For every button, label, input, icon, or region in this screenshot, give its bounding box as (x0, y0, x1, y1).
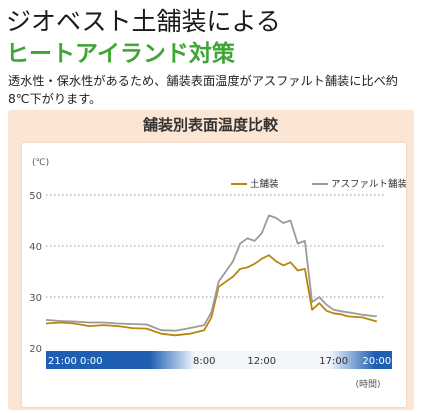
x-tick-label: 8:00 (193, 356, 215, 367)
series-line-soil (45, 254, 378, 337)
x-tick-label: 21:00 (48, 356, 77, 367)
time-band (46, 351, 392, 369)
series-line-asphalt (45, 214, 377, 332)
y-tick-label: 20 (29, 344, 42, 355)
y-axis-unit: (℃) (32, 158, 49, 168)
y-tick-label: 30 (29, 293, 42, 304)
chart-title: 舗装別表面温度比較 (142, 116, 278, 134)
legend-label: アスファルト舗装 (331, 178, 406, 190)
description-text: 透水性・保水性があるため、舗装表面温度がアスファルト舗装に比べ約8℃下がります。 (8, 74, 398, 106)
x-tick-label: 17:00 (319, 356, 348, 367)
page-title: ジオベスト土舗装による (6, 7, 281, 36)
x-tick-label: 20:00 (362, 356, 391, 367)
page-subtitle: ヒートアイランド対策 (6, 41, 235, 67)
temperature-chart: (℃) 50 40 30 20 21:00 0:00 8:00 12:00 17:00 20:00 (… (29, 158, 406, 390)
y-tick-label: 40 (29, 242, 42, 253)
x-axis-label: (時間) (355, 379, 380, 390)
x-tick-label: 12:00 (247, 356, 276, 367)
y-tick-label: 50 (29, 191, 42, 202)
legend-label: 土舗装 (250, 178, 279, 190)
chart-card: (℃) 50 40 30 20 21:00 0:00 8:00 12:00 17:00 20:00 (… (22, 143, 406, 407)
x-tick-label: 0:00 (80, 356, 102, 367)
